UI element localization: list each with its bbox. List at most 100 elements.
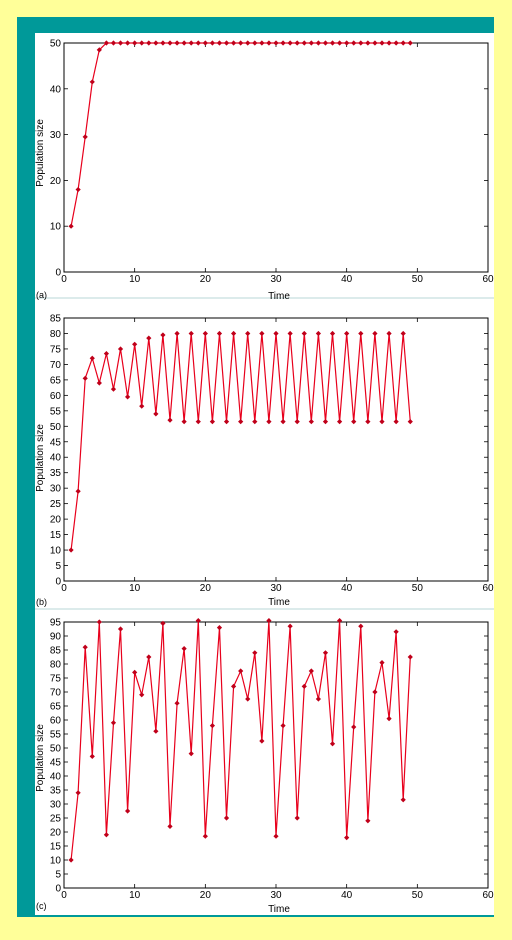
data-point <box>400 330 406 337</box>
data-point <box>322 419 329 425</box>
data-point <box>273 330 279 337</box>
data-point <box>386 330 392 337</box>
x-tick-label: 40 <box>341 583 353 594</box>
x-axis-label-c: Time <box>268 904 290 915</box>
data-point <box>400 40 406 46</box>
x-tick-label: 10 <box>129 583 141 594</box>
data-point <box>174 40 180 46</box>
data-point <box>89 355 95 361</box>
data-point <box>139 40 145 46</box>
data-point <box>223 419 230 425</box>
data-point <box>329 330 336 337</box>
x-tick-label: 40 <box>341 274 353 285</box>
data-point <box>238 668 244 674</box>
data-point <box>407 419 413 425</box>
data-point <box>82 375 88 381</box>
y-tick-label: 10 <box>50 546 62 557</box>
data-point <box>407 654 413 660</box>
data-point <box>188 330 194 337</box>
y-tick-label: 70 <box>50 688 62 699</box>
x-tick-label: 30 <box>270 890 282 901</box>
data-point <box>223 815 230 821</box>
series-line-a <box>70 42 411 227</box>
data-point <box>110 386 117 392</box>
data-point <box>96 380 102 386</box>
data-point <box>322 650 329 656</box>
y-tick-label: 80 <box>50 329 62 340</box>
y-tick-label: 35 <box>50 786 62 797</box>
data-point <box>238 419 244 425</box>
data-point <box>110 40 117 46</box>
data-point <box>344 835 350 841</box>
data-point <box>82 644 88 650</box>
y-tick-label: 5 <box>55 561 61 572</box>
y-tick-label: 55 <box>50 406 62 417</box>
data-point <box>153 728 159 734</box>
plot-area-a <box>63 42 489 273</box>
data-point <box>294 419 300 425</box>
data-point <box>287 623 293 629</box>
data-point <box>103 350 109 357</box>
panel-label-a: (a) <box>36 290 47 300</box>
y-tick-label: 70 <box>50 360 62 371</box>
data-point <box>202 330 208 337</box>
data-point <box>117 626 124 632</box>
data-point <box>252 419 258 425</box>
data-point <box>160 40 166 46</box>
plots-panel: (a) Time Population size 0 10 20 30 40 50 60 0 1… <box>35 33 494 915</box>
data-point <box>294 40 300 46</box>
x-axis-label-b: Time <box>268 597 290 608</box>
y-tick-label: 10 <box>50 856 62 867</box>
x-tick-label: 40 <box>341 890 353 901</box>
data-point <box>273 40 279 46</box>
y-tick-label: 75 <box>50 344 62 355</box>
data-point <box>89 753 95 759</box>
data-point <box>160 620 166 626</box>
data-point <box>75 790 81 796</box>
y-tick-label: 45 <box>50 437 62 448</box>
data-point <box>259 738 265 744</box>
data-point <box>195 419 201 425</box>
y-tick-label: 30 <box>50 130 62 141</box>
data-point <box>139 692 145 698</box>
data-point <box>209 723 215 729</box>
data-point <box>216 625 223 631</box>
data-point <box>96 47 102 53</box>
data-point <box>146 335 152 341</box>
data-point <box>351 724 357 730</box>
data-point <box>315 696 321 702</box>
data-point <box>393 419 399 425</box>
x-axis-label-a: Time <box>268 291 290 302</box>
data-point <box>351 419 357 425</box>
data-point <box>372 330 378 337</box>
data-point <box>379 40 385 46</box>
x-tick-label: 20 <box>200 890 212 901</box>
data-point <box>308 40 314 46</box>
data-point <box>266 40 272 46</box>
data-point <box>209 419 215 425</box>
y-tick-label: 45 <box>50 758 62 769</box>
y-tick-label: 25 <box>50 814 62 825</box>
data-point <box>132 341 138 347</box>
data-point <box>245 330 251 337</box>
data-point <box>96 619 102 625</box>
series-line-c <box>70 620 411 861</box>
y-tick-label: 0 <box>55 884 61 895</box>
data-point <box>322 40 329 46</box>
y-axis-label-b: Population size <box>35 424 46 492</box>
x-tick-label: 30 <box>270 583 282 594</box>
y-tick-label: 65 <box>50 702 62 713</box>
chart-panel-c: (c) Time Population size 0 10 20 30 40 50 6005… <box>35 618 494 916</box>
data-point <box>393 40 399 46</box>
y-tick-label: 30 <box>50 484 62 495</box>
data-point <box>337 40 343 46</box>
data-point <box>308 419 314 425</box>
y-tick-label: 20 <box>50 828 62 839</box>
plot-area-c <box>63 621 489 889</box>
y-tick-label: 40 <box>50 84 62 95</box>
data-point <box>358 40 364 46</box>
y-tick-label: 10 <box>50 222 62 233</box>
y-tick-label: 85 <box>50 646 62 657</box>
data-point <box>125 40 131 46</box>
data-point <box>216 40 223 46</box>
